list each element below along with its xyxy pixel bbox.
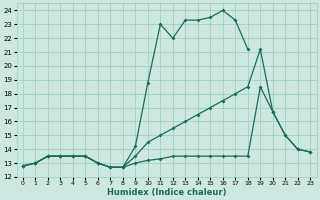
X-axis label: Humidex (Indice chaleur): Humidex (Indice chaleur) [107, 188, 226, 197]
